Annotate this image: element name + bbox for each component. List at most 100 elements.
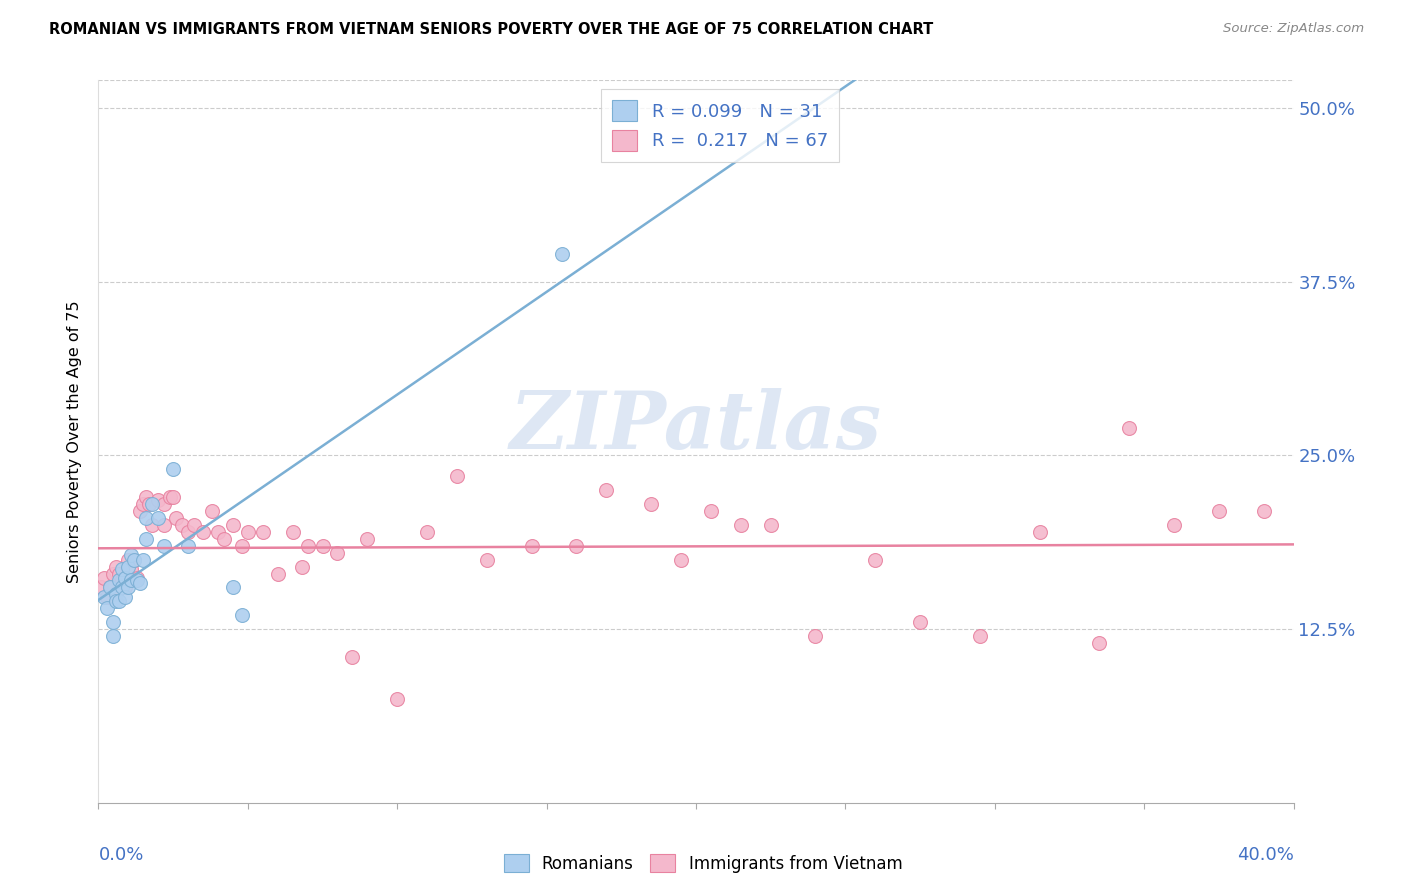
Point: [93, 590, 115, 604]
Point: [669, 552, 692, 566]
Point: [117, 574, 139, 588]
Point: [475, 552, 498, 566]
Point: [124, 552, 146, 566]
Point: [103, 615, 125, 630]
Point: [153, 497, 176, 511]
Point: [141, 517, 163, 532]
Point: [103, 629, 125, 643]
Point: [98, 581, 122, 595]
Point: [159, 490, 181, 504]
Point: [98, 581, 122, 595]
Point: [1163, 517, 1185, 532]
Point: [231, 539, 253, 553]
Point: [114, 571, 136, 585]
Point: [267, 566, 290, 581]
Point: [111, 574, 134, 588]
Legend: R = 0.099   N = 31, R =  0.217   N = 67: R = 0.099 N = 31, R = 0.217 N = 67: [600, 89, 839, 161]
Point: [120, 574, 142, 588]
Point: [291, 559, 314, 574]
Point: [129, 576, 152, 591]
Point: [326, 546, 349, 560]
Point: [595, 483, 617, 498]
Point: [105, 587, 128, 601]
Point: [640, 497, 662, 511]
Text: ROMANIAN VS IMMIGRANTS FROM VIETNAM SENIORS POVERTY OVER THE AGE OF 75 CORRELATI: ROMANIAN VS IMMIGRANTS FROM VIETNAM SENI…: [49, 22, 934, 37]
Point: [416, 524, 439, 539]
Point: [165, 511, 187, 525]
Point: [124, 552, 146, 566]
Point: [105, 594, 128, 608]
Point: [804, 629, 827, 643]
Point: [117, 552, 139, 566]
Point: [105, 587, 128, 601]
Point: [969, 629, 991, 643]
Point: [342, 649, 364, 664]
Point: [103, 566, 125, 581]
Point: [162, 462, 184, 476]
Legend: Romanians, Immigrants from Vietnam: Romanians, Immigrants from Vietnam: [496, 847, 910, 880]
Point: [730, 517, 752, 532]
Point: [90, 581, 112, 595]
Text: Source: ZipAtlas.com: Source: ZipAtlas.com: [1223, 22, 1364, 36]
Point: [117, 559, 139, 574]
Point: [446, 469, 468, 483]
Point: [129, 504, 152, 518]
Point: [148, 492, 170, 507]
Point: [96, 601, 118, 615]
Text: ZIPatlas: ZIPatlas: [510, 388, 882, 466]
Point: [120, 549, 142, 563]
Point: [127, 574, 149, 588]
Point: [759, 517, 782, 532]
Point: [132, 497, 155, 511]
Point: [153, 539, 176, 553]
Point: [207, 524, 229, 539]
Point: [177, 524, 200, 539]
Point: [201, 504, 224, 518]
Point: [222, 581, 245, 595]
Point: [252, 524, 274, 539]
Point: [117, 581, 139, 595]
Point: [908, 615, 931, 630]
Point: [120, 562, 142, 576]
Point: [162, 490, 184, 504]
Point: [865, 552, 887, 566]
Point: [141, 497, 163, 511]
Text: 0.0%: 0.0%: [98, 847, 143, 864]
Point: [565, 539, 588, 553]
Point: [172, 517, 194, 532]
Point: [177, 539, 200, 553]
Point: [550, 247, 572, 261]
Text: 40.0%: 40.0%: [1237, 847, 1294, 864]
Point: [700, 504, 723, 518]
Point: [108, 574, 131, 588]
Point: [520, 539, 543, 553]
Point: [1208, 504, 1230, 518]
Point: [108, 594, 131, 608]
Point: [281, 524, 304, 539]
Point: [153, 517, 176, 532]
Point: [114, 590, 136, 604]
Point: [127, 571, 149, 585]
Point: [135, 532, 157, 546]
Point: [311, 539, 333, 553]
Point: [108, 566, 131, 581]
Point: [111, 562, 134, 576]
Point: [356, 532, 378, 546]
Point: [191, 524, 214, 539]
Point: [385, 691, 409, 706]
Point: [93, 571, 115, 585]
Point: [183, 517, 205, 532]
Point: [135, 511, 157, 525]
Point: [111, 581, 134, 595]
Point: [138, 497, 160, 511]
Y-axis label: Seniors Poverty Over the Age of 75: Seniors Poverty Over the Age of 75: [67, 301, 83, 582]
Point: [212, 532, 235, 546]
Point: [96, 590, 118, 604]
Point: [114, 581, 136, 595]
Point: [222, 517, 245, 532]
Point: [236, 524, 259, 539]
Point: [135, 490, 157, 504]
Point: [297, 539, 319, 553]
Point: [1088, 636, 1111, 650]
Point: [148, 511, 170, 525]
